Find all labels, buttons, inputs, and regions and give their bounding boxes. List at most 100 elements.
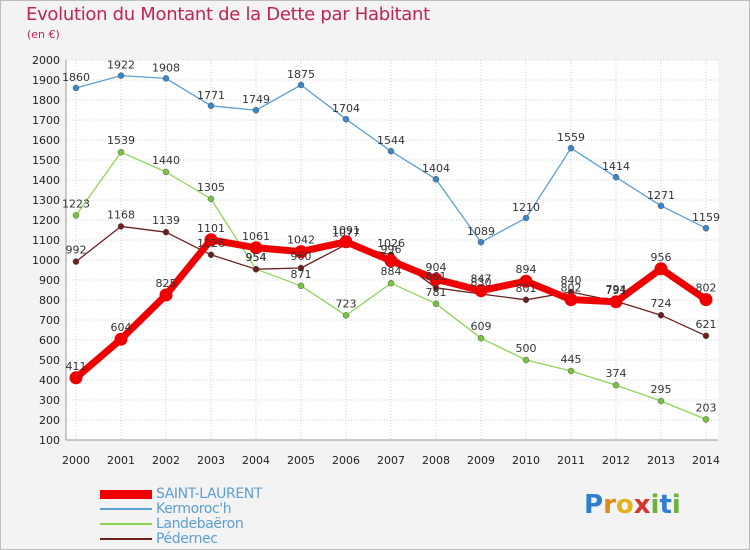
data-point bbox=[114, 332, 128, 346]
data-point bbox=[477, 334, 485, 342]
data-label: 1559 bbox=[557, 131, 585, 144]
data-label: 374 bbox=[606, 367, 627, 380]
data-point bbox=[72, 84, 80, 92]
legend-swatch bbox=[100, 508, 152, 510]
data-label: 1771 bbox=[197, 89, 225, 102]
legend-label: SAINT-LAURENT bbox=[156, 486, 262, 502]
data-point bbox=[387, 279, 395, 287]
data-label: 894 bbox=[516, 263, 537, 276]
data-point bbox=[612, 173, 620, 181]
data-label: 1026 bbox=[197, 237, 225, 250]
logo-letter: x bbox=[633, 490, 651, 520]
y-tick-label: 1000 bbox=[32, 254, 60, 267]
data-point bbox=[699, 293, 713, 307]
y-tick-label: 1600 bbox=[32, 134, 60, 147]
logo-letter: r bbox=[603, 490, 616, 520]
data-label: 1305 bbox=[197, 181, 225, 194]
data-point bbox=[297, 282, 305, 290]
data-point bbox=[297, 264, 305, 272]
data-label: 604 bbox=[111, 321, 132, 334]
legend-item-saint-laurent: SAINT-LAURENT bbox=[100, 486, 262, 502]
x-tick-label: 2003 bbox=[197, 454, 225, 467]
x-tick-label: 2013 bbox=[647, 454, 675, 467]
data-point bbox=[159, 288, 173, 302]
data-point bbox=[474, 284, 488, 298]
data-point bbox=[387, 147, 395, 155]
data-label: 1042 bbox=[287, 234, 315, 247]
data-label: 801 bbox=[516, 282, 537, 295]
x-tick-label: 2004 bbox=[242, 454, 270, 467]
data-point bbox=[702, 332, 710, 340]
y-tick-label: 800 bbox=[39, 294, 60, 307]
data-point bbox=[567, 367, 575, 375]
data-point bbox=[207, 102, 215, 110]
data-label: 830 bbox=[471, 276, 492, 289]
data-label: 295 bbox=[651, 383, 672, 396]
legend-item-landebaeron: Landebaëron bbox=[100, 516, 244, 532]
data-point bbox=[117, 72, 125, 79]
plot-area bbox=[66, 60, 718, 440]
logo-letter: P bbox=[584, 490, 604, 520]
data-label: 1061 bbox=[242, 230, 270, 243]
data-point bbox=[522, 214, 530, 222]
data-label: 1210 bbox=[512, 201, 540, 214]
data-point bbox=[432, 300, 440, 308]
logo-letter: i bbox=[650, 490, 660, 520]
data-label: 1404 bbox=[422, 162, 450, 175]
y-tick-label: 1300 bbox=[32, 194, 60, 207]
data-label: 621 bbox=[696, 318, 717, 331]
data-label: 960 bbox=[291, 250, 312, 263]
data-label: 791 bbox=[606, 284, 627, 297]
data-label: 992 bbox=[66, 244, 87, 257]
data-point bbox=[117, 148, 125, 156]
data-point bbox=[429, 272, 443, 286]
chart-title: Evolution du Montant de la Dette par Hab… bbox=[26, 4, 430, 25]
data-label: 1704 bbox=[332, 102, 360, 115]
data-label: 1440 bbox=[152, 154, 180, 167]
data-label: 1091 bbox=[332, 224, 360, 237]
data-label: 781 bbox=[426, 286, 447, 299]
data-point bbox=[567, 144, 575, 152]
data-point bbox=[204, 233, 218, 247]
x-tick-label: 2005 bbox=[287, 454, 315, 467]
x-tick-label: 2009 bbox=[467, 454, 495, 467]
data-label: 203 bbox=[696, 401, 717, 414]
data-point bbox=[432, 175, 440, 183]
data-label: 802 bbox=[696, 282, 717, 295]
x-tick-label: 2002 bbox=[152, 454, 180, 467]
x-tick-label: 2011 bbox=[557, 454, 585, 467]
data-point bbox=[72, 258, 80, 265]
y-tick-label: 1700 bbox=[32, 114, 60, 127]
data-label: 954 bbox=[246, 251, 267, 264]
legend-swatch bbox=[100, 489, 152, 499]
data-point bbox=[342, 115, 350, 123]
data-label: 1271 bbox=[647, 189, 675, 202]
y-tick-label: 600 bbox=[39, 334, 60, 347]
x-tick-label: 2001 bbox=[107, 454, 135, 467]
data-point bbox=[72, 212, 80, 219]
data-label: 1159 bbox=[692, 211, 720, 224]
data-point bbox=[477, 238, 485, 246]
data-label: 1026 bbox=[377, 237, 405, 250]
x-tick-label: 2007 bbox=[377, 454, 405, 467]
data-point bbox=[294, 245, 308, 259]
data-label: 1139 bbox=[152, 214, 180, 227]
legend-item-pedernec: Pédernec bbox=[100, 531, 218, 547]
y-tick-label: 1500 bbox=[32, 154, 60, 167]
legend-label: Kermoroc'h bbox=[156, 501, 232, 517]
data-label: 904 bbox=[426, 261, 447, 274]
data-label: 1414 bbox=[602, 160, 630, 173]
data-label: 1860 bbox=[62, 71, 90, 84]
data-label: 884 bbox=[381, 265, 402, 278]
data-label: 1223 bbox=[62, 197, 90, 210]
logo-letter: t bbox=[659, 490, 672, 520]
x-tick-label: 2014 bbox=[692, 454, 720, 467]
y-tick-label: 1200 bbox=[32, 214, 60, 227]
y-tick-label: 400 bbox=[39, 374, 60, 387]
y-tick-label: 200 bbox=[39, 414, 60, 427]
x-tick-label: 2008 bbox=[422, 454, 450, 467]
data-point bbox=[117, 223, 125, 230]
data-point bbox=[702, 224, 710, 232]
data-point bbox=[162, 228, 170, 236]
y-tick-label: 1900 bbox=[32, 74, 60, 87]
